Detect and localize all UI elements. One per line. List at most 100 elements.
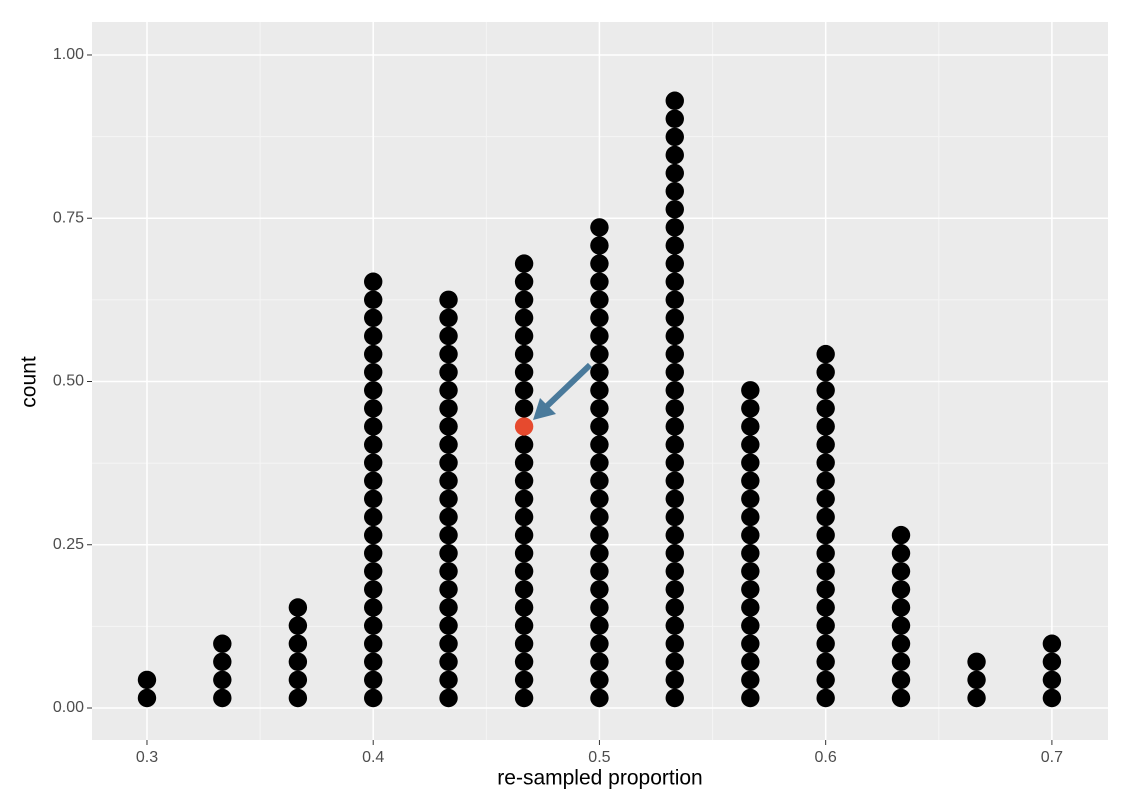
dot [590,507,609,527]
arrow-shaft [543,362,593,410]
dot [288,688,308,708]
dot [364,308,383,328]
dot [741,562,760,581]
dot [439,399,458,418]
dot [590,453,609,472]
dot [590,616,609,635]
dot [364,525,383,545]
dot [891,652,911,672]
dot [665,417,684,436]
dot [741,525,760,545]
dot [590,254,609,273]
y-tick-label: 0.50 [53,373,84,390]
dot [590,562,609,581]
dot [590,363,609,382]
dot [816,453,835,472]
dot [816,525,835,545]
dot [891,688,911,708]
dot [364,652,383,672]
dot [439,363,458,382]
dot [590,308,609,328]
dot [665,127,684,147]
dot [439,308,458,328]
dot [439,453,458,472]
dot [514,580,534,599]
dot [665,145,684,165]
dot [665,471,684,491]
dot [288,634,308,653]
dot [816,544,835,563]
dot [514,507,534,527]
dot [514,489,534,509]
dot [665,200,684,219]
dot [364,363,383,382]
dot [590,634,609,653]
dot [741,381,760,400]
dot [288,598,308,617]
dot [514,688,534,708]
dot [590,471,609,491]
dot [665,308,684,328]
dot [891,598,911,617]
dot [514,670,534,690]
dot [590,344,609,364]
dot [514,652,534,672]
dot [891,525,911,545]
dot [665,326,684,346]
dot [590,598,609,617]
dot [741,598,760,617]
y-tick-label: 0.75 [53,209,84,226]
dot [665,109,684,129]
dot [816,616,835,635]
dot [213,634,232,653]
dot [514,471,534,491]
dot [665,544,684,563]
dot [364,489,383,509]
dot [590,489,609,509]
dot [665,634,684,653]
dot [213,688,232,708]
dot [514,326,534,346]
y-tick-label: 0.00 [53,699,84,716]
x-axis-title: re-sampled proportion [497,767,702,790]
dot [891,670,911,690]
dot [364,344,383,364]
dot [514,435,534,454]
x-tick-label: 0.5 [588,749,610,766]
dot [665,290,684,310]
dot [364,507,383,527]
dot [439,326,458,346]
dots [137,91,1062,708]
dot [816,580,835,599]
highlighted-dot [514,417,534,436]
dot [590,417,609,436]
dot [514,525,534,545]
dot [967,670,986,690]
dot [514,381,534,400]
dot [665,580,684,599]
dot [816,471,835,491]
dot [288,616,308,635]
dot [1042,688,1062,708]
dot [364,544,383,563]
dot [665,363,684,382]
dot [364,381,383,400]
dot [665,453,684,472]
dot [1042,670,1062,690]
dot [364,598,383,617]
dot [665,399,684,418]
dot [213,652,232,672]
dot [590,326,609,346]
dot [439,544,458,563]
dot [514,598,534,617]
dot [741,471,760,491]
dot [439,489,458,509]
dot [967,688,986,708]
dot [665,652,684,672]
dot [590,525,609,545]
dot [364,417,383,436]
dot [364,616,383,635]
dot [439,507,458,527]
